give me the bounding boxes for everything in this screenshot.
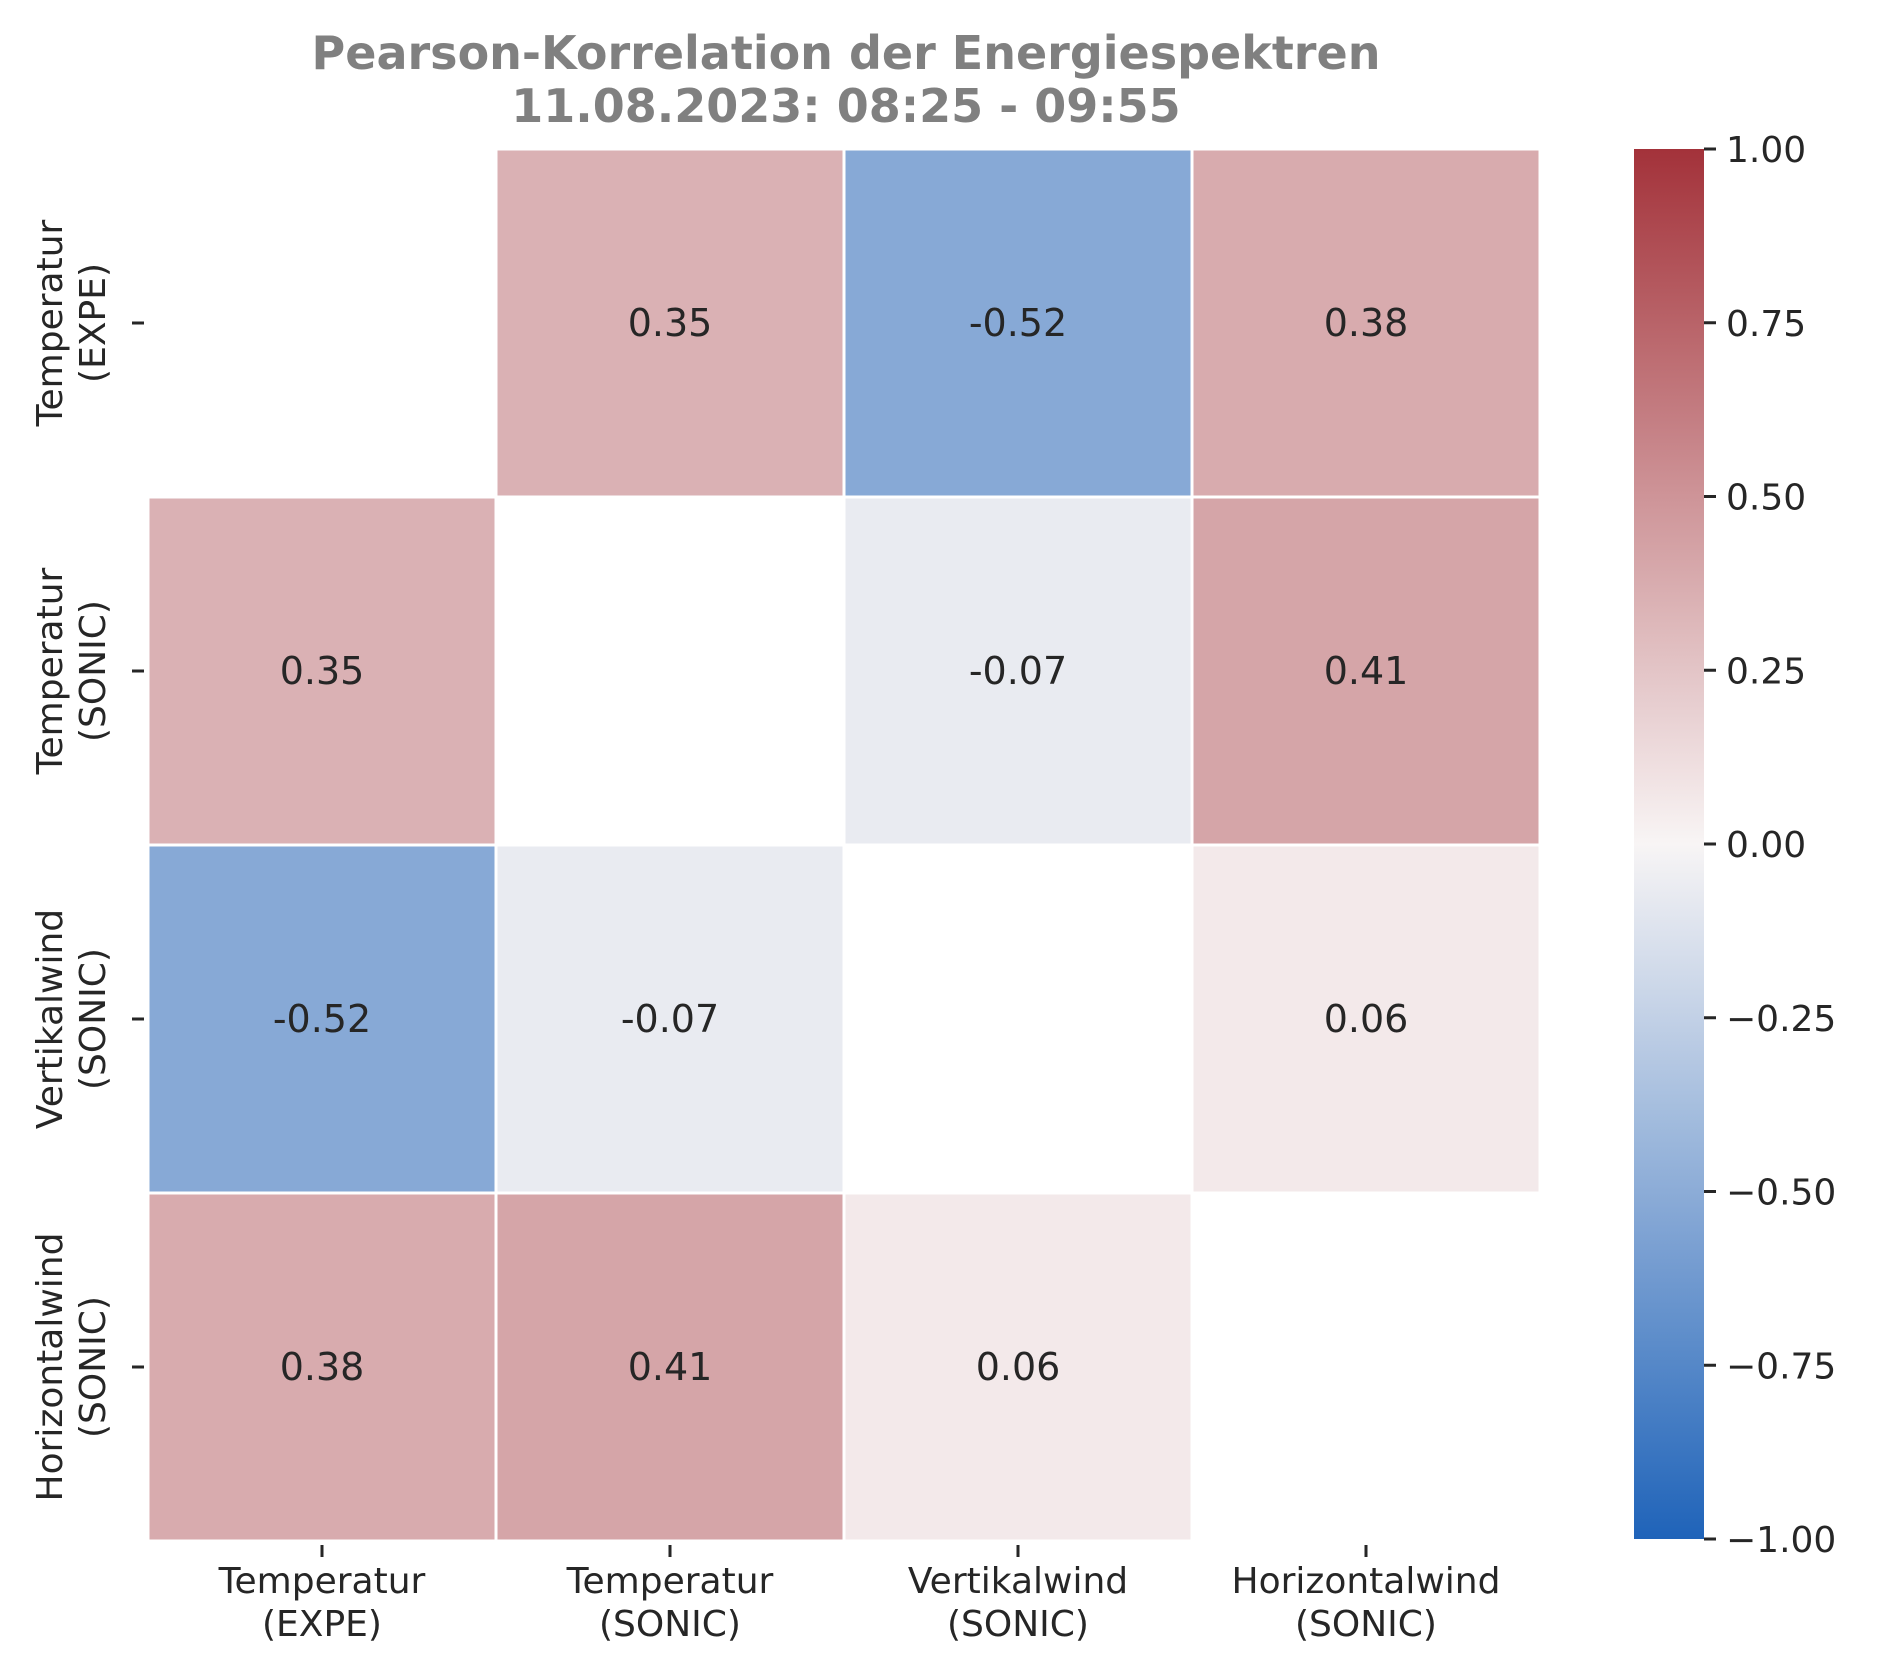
cell-value-label: 0.35	[280, 649, 365, 693]
colorbar-tick-label: 0.25	[1726, 651, 1806, 692]
colorbar-tick-label: 0.75	[1726, 304, 1806, 345]
colorbar-tick-label: 0.00	[1726, 825, 1806, 866]
row-tick-label-line: (EXPE)	[73, 263, 114, 383]
heatmap-cell-r0-c1	[494, 147, 846, 499]
column-tick-label: Temperatur	[218, 1561, 426, 1602]
column-tick-label: (SONIC)	[1295, 1604, 1437, 1645]
column-tick-label: Temperatur	[566, 1561, 774, 1602]
colorbar-tick-label: −0.75	[1726, 1346, 1836, 1387]
cell-value-label: 0.38	[1324, 301, 1409, 345]
row-tick-label-line: Horizontalwind	[30, 1233, 71, 1502]
row-tick-label: Horizontalwind (SONIC)	[30, 1233, 114, 1502]
row-tick-label-line: Temperatur	[30, 219, 71, 427]
colorbar-tick-label: −0.50	[1726, 1173, 1836, 1214]
heatmap-cell-r3-c0	[146, 1191, 498, 1543]
cell-value-label: -0.07	[969, 649, 1067, 693]
heatmap-cell-r1-c3	[1190, 495, 1542, 847]
colorbar-tick-label: 1.00	[1726, 130, 1806, 171]
row-tick-label: Temperatur (EXPE)	[30, 219, 114, 427]
colorbar-tick-label: −0.25	[1726, 999, 1836, 1040]
column-tick-label: (SONIC)	[947, 1604, 1089, 1645]
colorbar: 1.00 0.75 0.50 0.25 0.00 −0.25 −0.50 −0.75 −1.00	[1634, 130, 1836, 1561]
row-tick-label-line: Vertikalwind	[30, 909, 71, 1129]
column-tick-label: (EXPE)	[262, 1604, 382, 1645]
cell-value-label: -0.52	[273, 997, 371, 1041]
cell-value-label: 0.38	[280, 1345, 365, 1389]
row-tick-label-line: (SONIC)	[73, 1296, 114, 1438]
heatmap-cells: 0.35 -0.52 0.38 0.35 -0.07 0.41 -0.52 -0.07 0.06…	[146, 147, 1542, 1543]
heatmap-cell-r2-c1	[494, 843, 846, 1195]
chart-subtitle: 11.08.2023: 08:25 - 09:55	[511, 79, 1180, 133]
column-tick-label: Vertikalwind	[908, 1561, 1128, 1602]
row-tick-label-line: Temperatur	[30, 567, 71, 775]
cell-value-label: 0.35	[628, 301, 713, 345]
chart-title-group: Pearson-Korrelation der Energiespektren …	[312, 26, 1381, 133]
heatmap-cell-r3-c2	[842, 1191, 1194, 1543]
chart-title: Pearson-Korrelation der Energiespektren	[312, 26, 1381, 80]
heatmap-cell-r1-c0	[146, 495, 498, 847]
colorbar-tick-label: 0.50	[1726, 478, 1806, 519]
column-axis: Temperatur(EXPE)Temperatur(SONIC)Vertika…	[218, 1545, 1501, 1645]
heatmap-cell-r0-c3	[1190, 147, 1542, 499]
column-tick-label: (SONIC)	[599, 1604, 741, 1645]
cell-value-label: 0.06	[976, 1345, 1061, 1389]
heatmap-cell-r0-c2	[842, 147, 1194, 499]
cell-value-label: 0.06	[1324, 997, 1409, 1041]
cell-value-label: 0.41	[1324, 649, 1409, 693]
row-tick-label-line: (SONIC)	[73, 600, 114, 742]
column-tick-label: Horizontalwind	[1232, 1561, 1501, 1602]
cell-value-label: -0.52	[969, 301, 1067, 345]
cell-value-label: -0.07	[621, 997, 719, 1041]
colorbar-gradient	[1634, 149, 1704, 1539]
row-tick-label-line: (SONIC)	[73, 948, 114, 1090]
colorbar-tick-label: −1.00	[1726, 1520, 1836, 1561]
cell-value-label: 0.41	[628, 1345, 713, 1389]
heatmap-cell-r2-c3	[1190, 843, 1542, 1195]
row-axis: Temperatur (EXPE)Temperatur (SONIC)Vertika…	[30, 219, 144, 1501]
heatmap-cell-r1-c2	[842, 495, 1194, 847]
row-tick-label: Temperatur (SONIC)	[30, 567, 114, 775]
row-tick-label: Vertikalwind (SONIC)	[30, 909, 114, 1129]
